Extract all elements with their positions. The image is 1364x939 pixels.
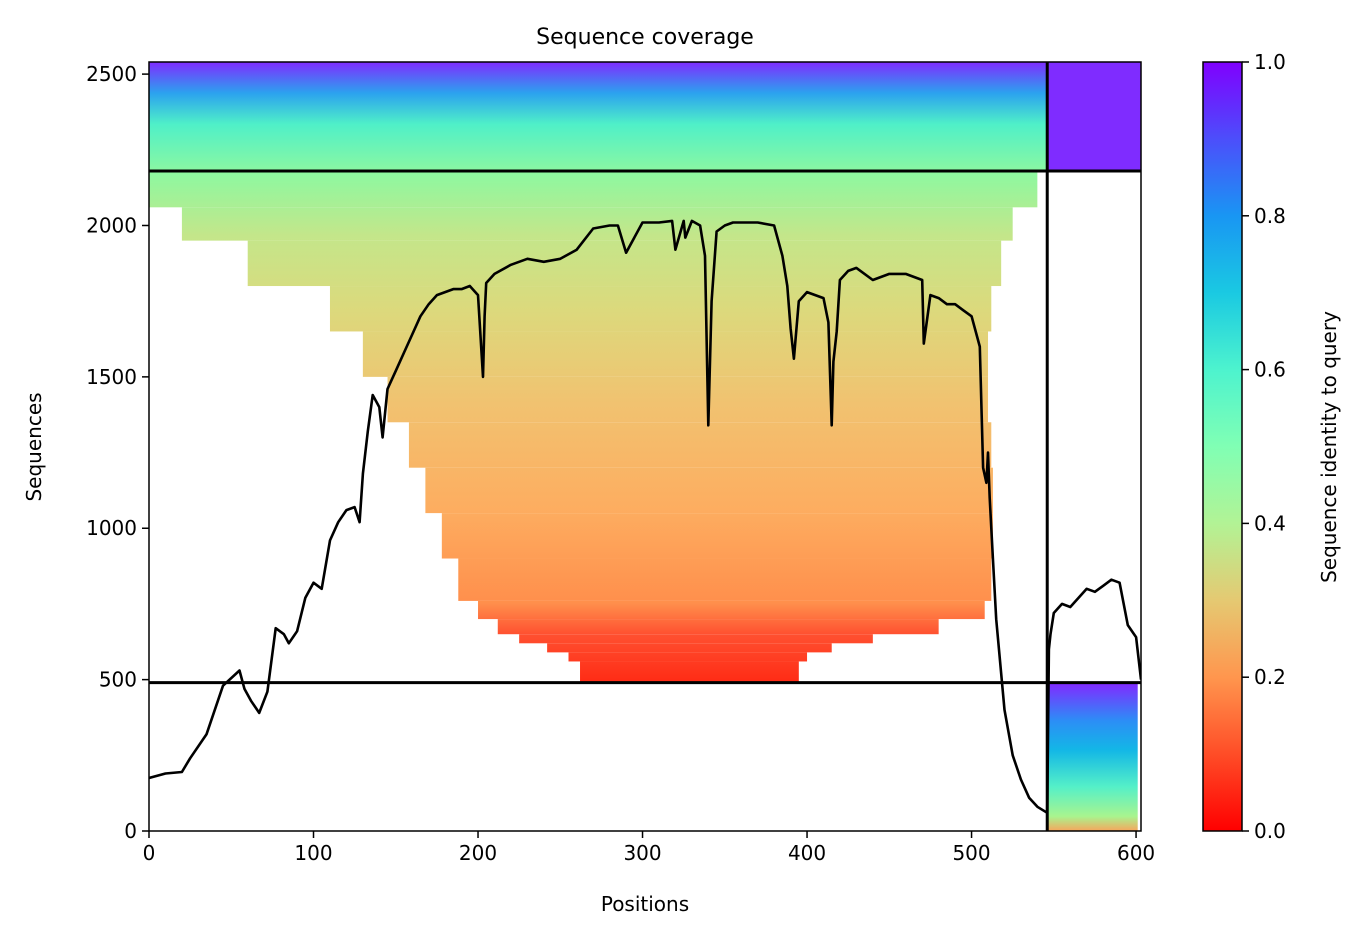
y-tick-label: 2000 (86, 213, 137, 237)
coverage-track-a (408, 422, 992, 468)
colorbar-tick-label: 0.8 (1254, 204, 1286, 228)
colorbar-tick-label: 0.0 (1254, 819, 1286, 843)
coverage-track-a (149, 62, 1048, 171)
chart-title: Sequence coverage (536, 25, 754, 50)
colorbar (1202, 61, 1243, 832)
x-tick-label: 400 (788, 841, 826, 865)
y-axis-ticks: 0 500 1000 1500 2000 2500 (86, 62, 149, 843)
coverage-line (149, 219, 1141, 815)
x-tick-label: 300 (623, 841, 661, 865)
x-tick-label: 0 (143, 841, 156, 865)
y-tick-label: 2500 (86, 62, 137, 86)
colorbar-tick-label: 0.6 (1254, 358, 1286, 382)
x-axis-label: Positions (601, 892, 689, 916)
x-tick-label: 100 (294, 841, 332, 865)
coverage-track-a (580, 661, 799, 683)
colorbar-label: Sequence identity to query (1317, 311, 1341, 583)
y-tick-label: 1500 (86, 365, 137, 389)
coverage-track-a (441, 513, 993, 559)
y-tick-label: 1000 (86, 516, 137, 540)
x-axis-ticks: 0 100 200 300 400 500 600 (143, 831, 1155, 865)
coverage-track-a (478, 600, 985, 620)
y-tick-label: 0 (124, 819, 137, 843)
coverage-track-b (1047, 682, 1138, 831)
coverage-track-a (181, 207, 1013, 241)
coverage-track-a (387, 376, 989, 423)
coverage-track-a (547, 643, 832, 653)
y-axis-label: Sequences (22, 392, 46, 501)
coverage-track-a (497, 619, 939, 635)
coverage-track-b (1047, 62, 1141, 171)
colorbar-tick-label: 0.4 (1254, 511, 1286, 535)
coverage-tracks (149, 62, 1141, 831)
coverage-track-a (458, 558, 992, 601)
x-tick-label: 600 (1117, 841, 1155, 865)
plot-frame (148, 61, 1142, 832)
coverage-track-a (425, 467, 993, 514)
coverage-track-a (149, 170, 1038, 208)
colorbar-ticks: 0.0 0.2 0.4 0.6 0.8 1.0 (1242, 50, 1286, 843)
coverage-track-a (362, 331, 989, 377)
x-tick-label: 200 (459, 841, 497, 865)
coverage-track-a (568, 652, 808, 662)
colorbar-tick-label: 1.0 (1254, 50, 1286, 74)
x-tick-label: 500 (952, 841, 990, 865)
colorbar-tick-label: 0.2 (1254, 665, 1286, 689)
coverage-track-a (519, 634, 873, 644)
coverage-track-a (329, 286, 992, 332)
y-tick-label: 500 (99, 668, 137, 692)
